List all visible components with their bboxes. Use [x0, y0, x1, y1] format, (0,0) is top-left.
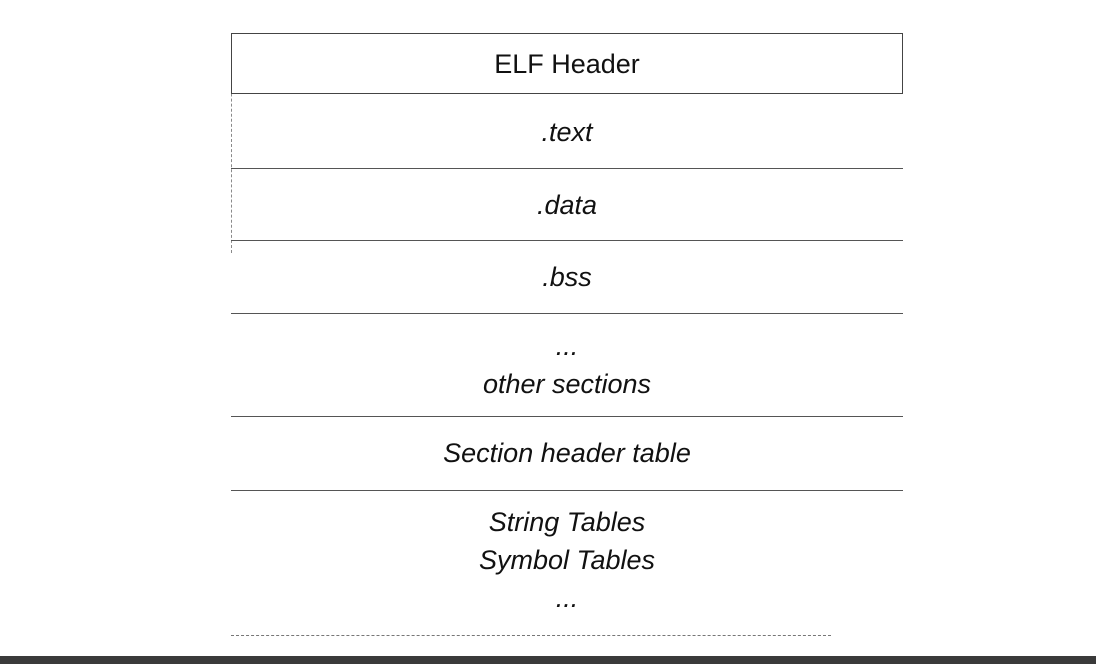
text-section-block: .text	[231, 97, 903, 167]
section-header-table-block: Section header table	[231, 418, 903, 488]
bss-section-block: .bss	[231, 242, 903, 312]
elf-header-block: ELF Header	[231, 33, 903, 94]
elf-header-label: ELF Header	[494, 48, 640, 79]
text-section-label: .text	[541, 117, 593, 147]
tables-block: String Tables Symbol Tables ...	[231, 495, 903, 625]
bottom-border-bar	[0, 656, 1096, 664]
dashed-bottom-line	[231, 635, 831, 636]
bss-section-label: .bss	[542, 262, 592, 292]
symbol-tables-label: Symbol Tables	[478, 545, 656, 575]
separator-line	[231, 313, 903, 314]
string-tables-label: String Tables	[488, 507, 646, 537]
other-ellipsis: ...	[555, 331, 579, 361]
elf-layout-diagram: ELF Header .text .data .bss ... other se…	[231, 33, 903, 643]
left-guide-line	[231, 33, 232, 253]
other-sections-block: ... other sections	[231, 315, 903, 415]
section-header-table-label: Section header table	[443, 438, 691, 468]
tables-ellipsis: ...	[555, 583, 579, 613]
separator-line	[231, 490, 903, 491]
separator-line	[231, 416, 903, 417]
separator-line	[231, 240, 903, 241]
data-section-label: .data	[536, 190, 598, 220]
other-sections-label: other sections	[482, 369, 652, 399]
data-section-block: .data	[231, 170, 903, 240]
separator-line	[231, 168, 903, 169]
